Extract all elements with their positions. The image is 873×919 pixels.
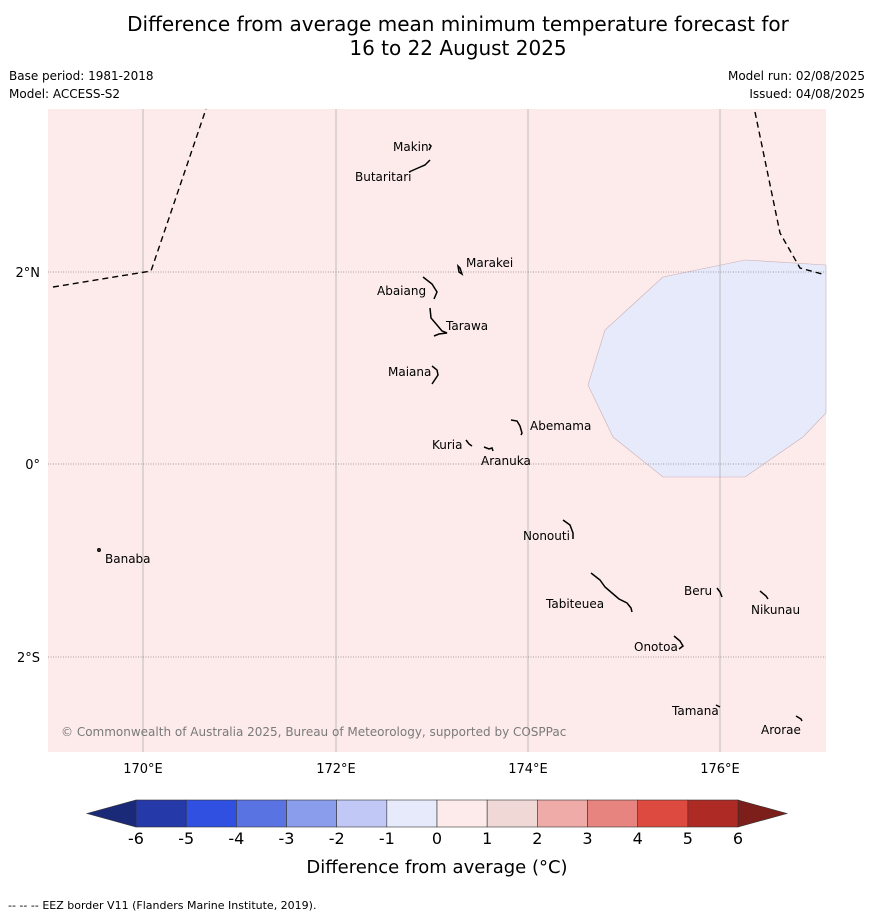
title-line-1: Difference from average mean minimum tem… (127, 12, 789, 36)
colorbar-tick-label: -4 (228, 829, 244, 848)
model-run: Model run: 02/08/2025 (727, 69, 865, 83)
colorbar-tick-label: 0 (432, 829, 442, 848)
meta-right: Model run: 02/08/2025 Issued: 04/08/2025 (728, 67, 865, 103)
place-label-maiana: Maiana (388, 365, 431, 379)
colorbar-tick-label: -2 (329, 829, 345, 848)
island-tabiteuea (590, 572, 633, 613)
island-abaiang (422, 276, 438, 300)
island-aranuka (483, 446, 494, 452)
eez-border-east (754, 111, 823, 275)
colorbar-over-arrow (737, 799, 789, 828)
colorbar-segment (286, 799, 337, 828)
island-beru (716, 587, 723, 598)
colorbar-tick-label: 3 (582, 829, 592, 848)
place-label-arorae: Arorae (761, 723, 801, 737)
issued-date: Issued: 04/08/2025 (749, 87, 865, 101)
colorbar-tick-label: -5 (178, 829, 194, 848)
colorbar-segment (135, 799, 187, 828)
map-title: Difference from average mean minimum tem… (0, 12, 873, 60)
place-label-kuria: Kuria (432, 438, 463, 452)
place-label-banaba: Banaba (105, 552, 151, 566)
colorbar-tick-label: 2 (532, 829, 542, 848)
island-abemama (510, 419, 523, 436)
base-period: Base period: 1981-2018 (9, 69, 154, 83)
island-outlines (97, 143, 803, 722)
island-maiana (431, 365, 439, 385)
latitude-gridlines (48, 271, 826, 658)
lon-label-174e: 174°E (508, 762, 548, 777)
colorbar-tick-label: 1 (482, 829, 492, 848)
eez-legend: -- -- -- EEZ border V11 (Flanders Marine… (8, 899, 316, 912)
colorbar-segment (236, 799, 287, 828)
island-marakei (456, 263, 464, 276)
colorbar-segment (637, 799, 689, 828)
colorbar-tick-label: -1 (379, 829, 395, 848)
colorbar-label: Difference from average (°C) (306, 857, 567, 878)
place-label-marakei: Marakei (466, 256, 513, 270)
colorbar-tick-label: 4 (633, 829, 643, 848)
place-label-nonouti: Nonouti (523, 529, 570, 543)
title-line-2: 16 to 22 August 2025 (349, 36, 567, 60)
colorbar-under-arrow (85, 799, 137, 828)
colorbar-segment (336, 799, 388, 828)
place-label-onotoa: Onotoa (634, 640, 678, 654)
eez-legend-symbol: -- -- -- (8, 899, 39, 912)
place-label-makin: Makin (393, 140, 429, 154)
colorbar-segment (486, 799, 538, 828)
eez-border-west (52, 108, 207, 288)
island-tamana (715, 704, 721, 708)
place-label-tarawa: Tarawa (445, 319, 488, 333)
eez-borders (52, 108, 823, 288)
colorbar-segment (687, 799, 739, 828)
island-makin (428, 143, 432, 151)
island-nonouti (562, 519, 574, 539)
colorbar-tick-label: -3 (279, 829, 295, 848)
place-label-abemama: Abemama (530, 419, 591, 433)
colorbar: -6 -5 -4 -3 -2 -1 0 1 2 3 4 5 6 Difference from aver… (85, 799, 789, 878)
lon-label-170e: 170°E (123, 762, 163, 777)
colorbar-tick-label: 6 (733, 829, 743, 848)
colorbar-segment (185, 799, 237, 828)
model-name: Model: ACCESS-S2 (9, 87, 121, 101)
colorbar-segment (537, 799, 588, 828)
longitude-gridlines (142, 109, 721, 752)
colorbar-tick-label: 5 (683, 829, 693, 848)
colorbar-segment (587, 799, 638, 828)
island-nikunau (759, 590, 769, 600)
place-label-butaritari: Butaritari (355, 170, 412, 184)
meta-left: Base period: 1981-2018 Model: ACCESS-S2 (9, 67, 154, 103)
anomaly-region (587, 259, 827, 478)
place-label-abaiang: Abaiang (377, 284, 426, 298)
island-arorae (795, 715, 803, 722)
place-label-beru: Beru (684, 584, 712, 598)
place-label-nikunau: Nikunau (751, 603, 800, 617)
eez-legend-text: EEZ border V11 (Flanders Marine Institut… (42, 899, 317, 912)
island-kuria (465, 439, 473, 447)
place-label-tamana: Tamana (671, 704, 719, 718)
copyright-credit: © Commonwealth of Australia 2025, Bureau… (61, 725, 566, 739)
lat-label-0: 0° (25, 458, 40, 473)
lat-label-2s: 2°S (17, 651, 40, 666)
lat-label-2n: 2°N (16, 266, 41, 281)
lon-label-172e: 172°E (316, 762, 356, 777)
island-banaba (97, 548, 101, 552)
colorbar-segment (386, 799, 438, 828)
island-onotoa (673, 635, 684, 650)
place-label-tabiteuea: Tabiteuea (545, 597, 604, 611)
lon-label-176e: 176°E (700, 762, 740, 777)
island-tarawa (429, 307, 448, 337)
island-butaritari (408, 159, 431, 173)
place-label-aranuka: Aranuka (481, 454, 531, 468)
place-labels: Makin Butaritari Marakei Abaiang Tarawa … (105, 140, 801, 737)
colorbar-segment (436, 799, 488, 828)
colorbar-tick-label: -6 (128, 829, 144, 848)
